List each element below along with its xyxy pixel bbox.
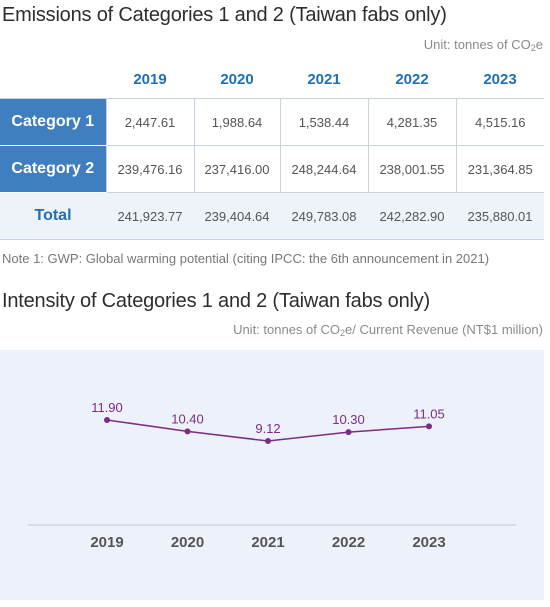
x-tick-label: 2023	[412, 534, 445, 551]
year-header: 2023	[456, 60, 544, 99]
header-corner	[0, 60, 106, 99]
table-row: Category 2 239,476.16 237,416.00 248,244…	[0, 145, 544, 193]
data-label: 11.90	[91, 400, 123, 415]
table-cell: 248,244.64	[279, 145, 368, 193]
table-cell: 249,783.08	[280, 192, 368, 240]
data-point	[426, 423, 432, 430]
x-tick-label: 2019	[90, 534, 123, 551]
chart-background	[0, 350, 544, 600]
table-cell: 2,447.61	[105, 98, 194, 146]
row-label: Category 2	[0, 145, 106, 193]
table-cell: 239,404.64	[194, 192, 280, 240]
table-row-total: Total 241,923.77 239,404.64 249,783.08 2…	[0, 192, 544, 240]
data-point	[184, 428, 191, 435]
row-label: Total	[0, 192, 106, 240]
data-label: 10.40	[171, 411, 204, 426]
table-cell: 1,988.64	[193, 98, 280, 146]
data-label: 10.30	[332, 412, 365, 427]
gwp-note: Note 1: GWP: Global warming potential (c…	[2, 251, 490, 266]
data-label: 9.12	[255, 421, 280, 436]
table-cell: 231,364.85	[455, 145, 544, 193]
table-cell: 1,538.44	[279, 98, 368, 146]
x-tick-label: 2021	[251, 534, 284, 551]
intensity-line-chart: 11.90 2019 10.40 2020 9.12 2021 10.30 2022 11.05…	[28, 400, 516, 551]
year-header: 2020	[194, 60, 280, 99]
data-point	[104, 417, 110, 423]
emissions-unit: Unit: tonnes of CO2e	[423, 37, 543, 53]
x-tick-label: 2020	[171, 534, 204, 551]
year-header: 2019	[106, 60, 194, 99]
x-tick-label: 2022	[332, 534, 365, 551]
intensity-title: Intensity of Categories 1 and 2 (Taiwan …	[2, 290, 431, 312]
table-cell: 4,515.16	[455, 98, 544, 146]
emissions-title: Emissions of Categories 1 and 2 (Taiwan …	[2, 4, 447, 26]
table-header-row: 2019 2020 2021 2022 2023	[0, 60, 544, 99]
table-cell: 238,001.55	[367, 145, 456, 193]
table-row: Category 1 2,447.61 1,988.64 1,538.44 4,…	[0, 98, 544, 146]
table-cell: 241,923.77	[106, 192, 194, 240]
year-header: 2021	[280, 60, 368, 99]
row-label: Category 1	[0, 98, 106, 146]
data-point	[345, 429, 352, 436]
data-point	[265, 438, 271, 444]
table-cell: 239,476.16	[105, 145, 194, 193]
table-cell: 237,416.00	[193, 145, 280, 193]
intensity-unit: Unit: tonnes of CO2e/ Current Revenue (N…	[233, 322, 543, 338]
table-cell: 4,281.35	[367, 98, 456, 146]
data-label: 11.05	[413, 406, 445, 421]
year-header: 2022	[368, 60, 456, 99]
table-cell: 242,282.90	[368, 192, 456, 240]
emissions-table: 2019 2020 2021 2022 2023 Category 1 2,44…	[0, 60, 544, 240]
table-cell: 235,880.01	[456, 192, 544, 240]
